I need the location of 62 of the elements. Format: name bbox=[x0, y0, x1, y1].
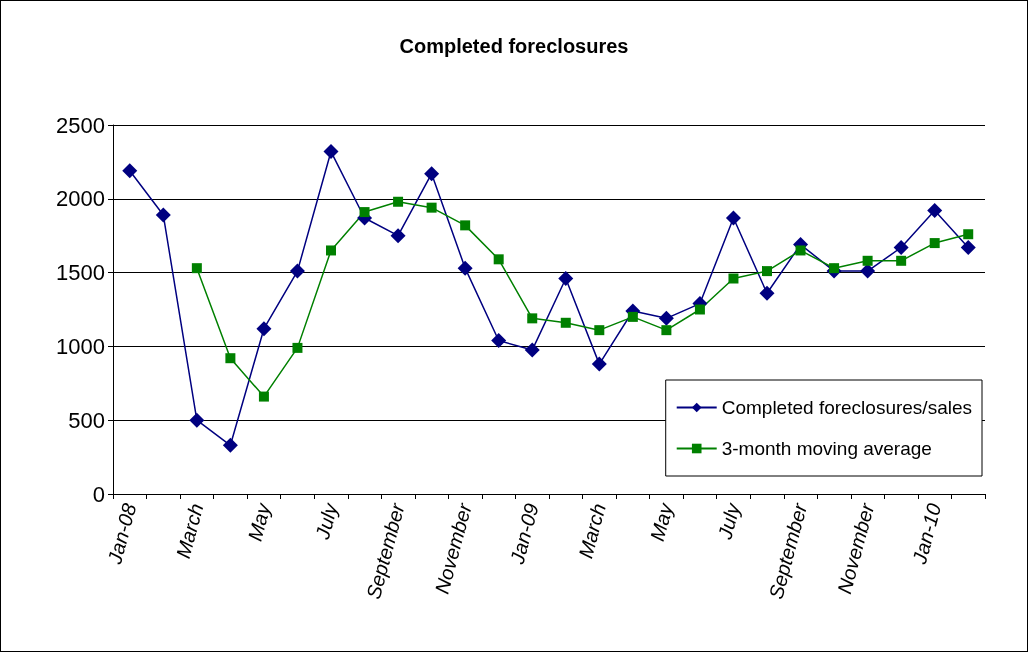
y-tick-label: 2000 bbox=[56, 186, 105, 212]
point bbox=[929, 238, 940, 249]
point bbox=[390, 228, 406, 244]
point bbox=[591, 356, 607, 372]
point bbox=[258, 391, 269, 402]
point bbox=[457, 260, 473, 276]
y-tick-label: 500 bbox=[68, 407, 105, 433]
point bbox=[960, 240, 976, 256]
point bbox=[491, 333, 507, 348]
x-tick-label: July bbox=[713, 500, 745, 543]
point bbox=[862, 255, 873, 266]
y-tick-label: 1500 bbox=[56, 260, 105, 286]
point bbox=[762, 266, 772, 277]
point bbox=[860, 263, 876, 279]
point bbox=[122, 163, 138, 179]
x-tick-label: March bbox=[574, 501, 610, 561]
point bbox=[326, 245, 336, 256]
point bbox=[893, 240, 909, 256]
x-tick-label: March bbox=[171, 501, 208, 561]
point bbox=[289, 263, 305, 279]
point bbox=[627, 311, 638, 322]
point bbox=[524, 342, 540, 358]
x-tick-label: Jan-09 bbox=[505, 501, 543, 567]
y-tick-label: 2500 bbox=[56, 112, 105, 138]
point bbox=[963, 229, 974, 240]
point bbox=[560, 317, 571, 328]
point bbox=[594, 325, 605, 336]
point bbox=[927, 203, 943, 219]
x-tick-label: May bbox=[243, 500, 275, 544]
point bbox=[393, 196, 404, 207]
point bbox=[191, 263, 202, 274]
point bbox=[759, 285, 775, 301]
x-tick-label: July bbox=[310, 500, 342, 543]
point bbox=[558, 271, 574, 286]
point bbox=[424, 166, 440, 182]
point bbox=[493, 254, 504, 265]
point bbox=[661, 325, 672, 336]
y-tick-label: 0 bbox=[92, 481, 105, 507]
point bbox=[323, 144, 339, 160]
legend-label: 3-month moving average bbox=[721, 438, 932, 459]
point bbox=[728, 273, 739, 284]
point bbox=[155, 207, 171, 223]
point bbox=[658, 310, 674, 326]
point bbox=[292, 342, 303, 353]
point bbox=[256, 321, 272, 337]
x-tick-label: Jan-08 bbox=[103, 501, 141, 567]
chart-title: Completed foreclosures bbox=[399, 35, 629, 57]
point bbox=[527, 313, 538, 324]
legend-label: Completed foreclosures/sales bbox=[721, 397, 973, 418]
point bbox=[222, 437, 238, 453]
point bbox=[359, 207, 370, 218]
y-tick-label: 1000 bbox=[56, 333, 105, 359]
point bbox=[426, 202, 437, 213]
x-tick-label: Jan-10 bbox=[907, 501, 946, 567]
point bbox=[694, 304, 705, 315]
point bbox=[460, 220, 471, 231]
x-tick-label: May bbox=[645, 500, 678, 544]
point bbox=[896, 255, 907, 266]
point bbox=[189, 412, 205, 428]
point bbox=[725, 210, 741, 226]
point bbox=[225, 353, 236, 364]
point bbox=[795, 245, 806, 256]
